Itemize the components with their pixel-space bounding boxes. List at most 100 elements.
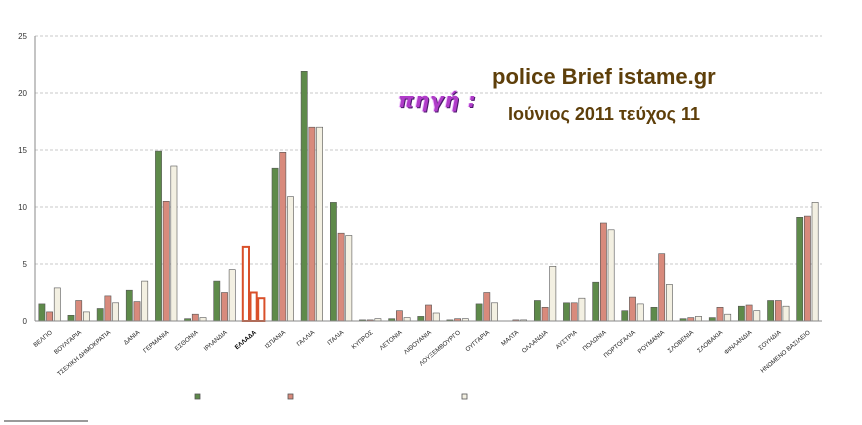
x-tick-label: ΓΑΛΛΙΑ xyxy=(296,329,317,348)
x-tick-label: ΣΟΥΗΔΙΑ xyxy=(757,329,783,352)
bar xyxy=(249,291,258,322)
bar xyxy=(737,305,745,322)
x-tick-label: ΡΟΥΜΑΝΙΑ xyxy=(637,329,667,356)
x-tick-label: ΤΣΕΧΙΚΗ ΔΗΜΟΚΡΑΤΙΑ xyxy=(56,329,113,378)
y-tick-label: 10 xyxy=(18,203,27,212)
bar xyxy=(133,301,141,322)
bar xyxy=(695,316,702,322)
bar xyxy=(549,265,557,322)
x-tick-label: ΙΣΠΑΝΙΑ xyxy=(264,329,288,351)
bar xyxy=(417,316,425,322)
y-axis-ticks: 0 5 10 15 20 25 xyxy=(18,32,27,326)
bar xyxy=(308,126,316,322)
y-tick-label: 15 xyxy=(18,146,27,155)
y-tick-label: 5 xyxy=(23,260,28,269)
y-tick-label: 25 xyxy=(18,32,27,41)
bar xyxy=(607,229,615,322)
bar xyxy=(403,317,411,322)
x-tick-label: ΣΛΟΒΕΝΙΑ xyxy=(667,329,696,355)
bar xyxy=(774,300,782,322)
bar xyxy=(491,302,498,322)
x-tick-label: ΜΑΛΤΑ xyxy=(500,329,521,348)
bar xyxy=(796,217,804,322)
bar xyxy=(257,297,266,323)
bar xyxy=(803,215,811,322)
x-tick-label: ΑΥΣΤΡΙΑ xyxy=(555,329,580,351)
bar xyxy=(745,304,753,322)
source-name: police Brief istame.gr xyxy=(492,64,716,89)
x-tick-label: ΛΕΤΟΝΙΑ xyxy=(378,329,404,352)
source-label: πηγή : xyxy=(398,88,477,112)
bar xyxy=(46,311,53,322)
x-tick-label: ΙΡΛΑΝΔΙΑ xyxy=(203,329,230,353)
y-tick-label: 0 xyxy=(23,317,28,326)
bar xyxy=(221,292,228,322)
bar xyxy=(300,71,308,322)
bar xyxy=(75,300,83,322)
bar xyxy=(811,202,819,322)
bar xyxy=(570,302,578,322)
legend-swatch xyxy=(461,393,468,400)
x-tick-label: ΠΟΡΤΟΓΑΛΙΑ xyxy=(603,329,638,360)
bar xyxy=(191,313,199,322)
bar xyxy=(213,280,221,322)
bar xyxy=(563,302,570,322)
bar xyxy=(483,292,491,322)
bar xyxy=(279,152,287,322)
x-tick-label: ΚΥΠΡΟΣ xyxy=(350,329,374,351)
bar xyxy=(112,302,119,322)
bar xyxy=(287,196,294,322)
x-tick-label: ΕΣΘΟΝΙΑ xyxy=(174,329,201,353)
bar xyxy=(432,312,440,322)
bar xyxy=(541,306,549,322)
bar xyxy=(170,165,178,322)
bar xyxy=(708,317,716,322)
x-tick-label: ΟΥΓΓΑΡΙΑ xyxy=(464,329,491,354)
x-tick-label: ΕΛΛΑΔΑ xyxy=(234,329,259,351)
bar xyxy=(345,235,353,322)
legend xyxy=(194,393,468,400)
x-tick-label: ΒΕΛΓΙΟ xyxy=(32,329,54,349)
bar xyxy=(141,280,149,322)
x-tick-label: ΠΟΛΩΝΙΑ xyxy=(582,329,609,353)
y-tick-label: 20 xyxy=(18,89,27,98)
bar xyxy=(271,167,279,322)
bottom-divider xyxy=(4,420,88,422)
bar xyxy=(96,308,104,322)
x-tick-label: ΣΛΟΒΑΚΙΑ xyxy=(696,329,725,355)
bar xyxy=(636,303,644,322)
bar xyxy=(155,150,162,322)
x-tick-label: ΓΕΡΜΑΝΙΑ xyxy=(142,329,171,355)
x-tick-label: ΔΑΝΙΑ xyxy=(123,329,142,347)
x-tick-label: ΟΛΛΑΝΔΙΑ xyxy=(521,329,550,355)
bar xyxy=(599,222,607,322)
bar xyxy=(782,305,790,322)
legend-swatch xyxy=(287,393,294,400)
bar xyxy=(241,245,251,322)
x-tick-label: ΦΙΝΛΑΝΔΙΑ xyxy=(723,329,754,357)
bar xyxy=(53,287,61,322)
bar xyxy=(395,310,403,322)
bar xyxy=(650,306,658,322)
x-tick-label: ΙΤΑΛΙΑ xyxy=(326,329,346,347)
bar xyxy=(329,202,337,322)
bar xyxy=(621,310,629,322)
bar xyxy=(67,314,75,322)
bar xyxy=(724,313,732,322)
x-tick-label: ΗΝΩΜΕΝΟ ΒΑΣΙΛΕΙΟ xyxy=(759,329,811,375)
bar xyxy=(83,311,90,322)
bars xyxy=(38,71,819,323)
bar xyxy=(125,289,133,322)
bar xyxy=(658,253,666,322)
bar xyxy=(716,306,724,322)
source-issue: Ιούνιος 2011 τεύχος 11 xyxy=(508,104,701,124)
bar xyxy=(629,296,636,322)
bar xyxy=(162,201,170,322)
bar xyxy=(533,300,541,322)
bar xyxy=(104,295,112,322)
bar xyxy=(425,304,432,322)
bar xyxy=(475,303,483,322)
legend-swatch xyxy=(194,393,201,400)
